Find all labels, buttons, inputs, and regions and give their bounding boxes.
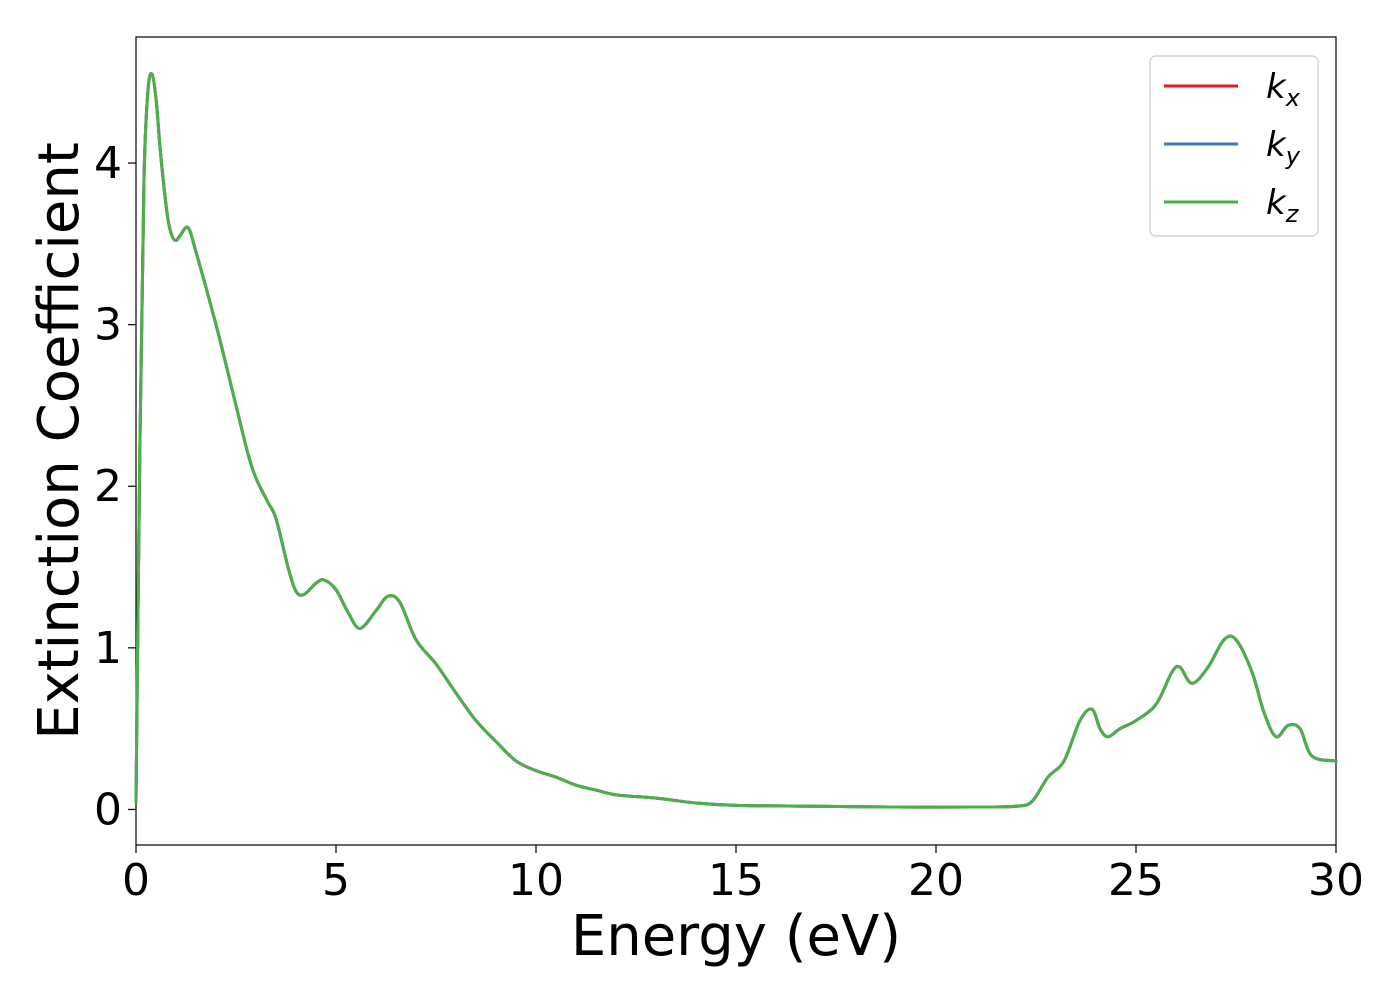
x-tick-label: 0	[122, 855, 150, 906]
x-tick-label: 5	[322, 855, 350, 906]
y-tick-label: 0	[94, 784, 122, 835]
legend-label-k-x: kx	[1266, 67, 1301, 112]
legend-box	[1149, 55, 1319, 237]
legend: kx ky kz	[1149, 55, 1319, 237]
y-tick-label: 4	[94, 138, 122, 189]
x-tick-label: 20	[908, 855, 964, 906]
y-axis-title: Extinction Coefficient	[27, 142, 92, 740]
y-tick-label: 3	[94, 300, 122, 351]
legend-label-k-z: kz	[1266, 183, 1300, 228]
x-tick-label: 30	[1308, 855, 1364, 906]
series-layer	[134, 72, 1338, 809]
series-line-k-z	[134, 72, 1338, 809]
x-tick-label: 15	[708, 855, 764, 906]
legend-label-k-y: ky	[1266, 125, 1301, 170]
y-tick-label: 2	[94, 461, 122, 512]
y-tick-label: 1	[94, 623, 122, 674]
x-axis: 0 5 10 15 20 25 30	[122, 845, 1364, 906]
y-axis: 0 1 2 3 4	[94, 138, 136, 835]
x-tick-label: 10	[508, 855, 564, 906]
x-axis-title: Energy (eV)	[571, 904, 901, 969]
x-tick-label: 25	[1108, 855, 1164, 906]
